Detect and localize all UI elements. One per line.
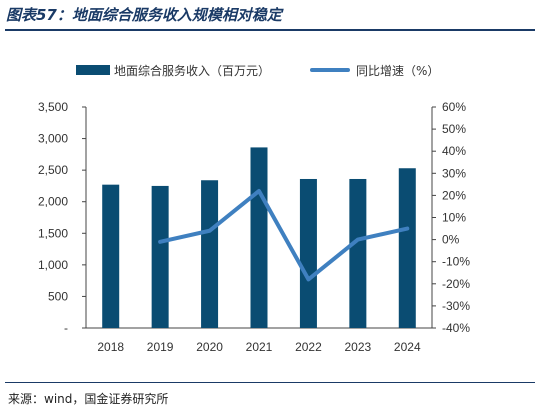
x-tick-label: 2019: [147, 340, 174, 354]
title-divider: [5, 29, 535, 31]
left-tick-label: -: [64, 321, 68, 335]
bar: [201, 180, 219, 328]
x-tick-label: 2021: [246, 340, 273, 354]
right-tick-label: 30%: [442, 166, 466, 180]
x-tick-label: 2024: [394, 340, 421, 354]
x-tick-label: 2018: [97, 340, 124, 354]
bar: [102, 184, 120, 328]
legend-bar-label: 地面综合服务收入（百万元）: [114, 64, 271, 78]
growth-line: [158, 188, 410, 282]
left-tick-label: 1,500: [38, 226, 68, 240]
x-tick-label: 2023: [345, 340, 372, 354]
right-tick-label: 0%: [442, 233, 460, 247]
left-tick-label: 2,500: [38, 163, 68, 177]
footer-divider: [5, 382, 535, 383]
right-tick-label: -20%: [442, 277, 470, 291]
bar: [299, 178, 317, 328]
legend: 地面综合服务收入（百万元） 同比增速（%）: [0, 62, 540, 78]
legend-line-swatch: [310, 68, 350, 72]
right-tick-label: -30%: [442, 299, 470, 313]
source-note: 来源：wind，国金证券研究所: [8, 392, 169, 406]
left-tick-label: 1,000: [38, 258, 68, 272]
right-tick-label: 10%: [442, 211, 466, 225]
legend-line-label: 同比增速（%）: [356, 64, 440, 78]
right-tick-label: -40%: [442, 321, 470, 335]
legend-bar-swatch: [76, 65, 110, 75]
bar: [250, 147, 268, 328]
bar: [151, 185, 169, 328]
right-tick-label: 20%: [442, 188, 466, 202]
right-tick-label: -10%: [442, 255, 470, 269]
bar: [398, 168, 416, 328]
left-tick-label: 3,500: [38, 100, 68, 114]
left-tick-label: 3,000: [38, 132, 68, 146]
left-tick-label: 2,000: [38, 195, 68, 209]
bar: [349, 178, 367, 328]
right-tick-label: 40%: [442, 144, 466, 158]
chart-title: 图表57：地面综合服务收入规模相对稳定: [6, 6, 282, 24]
x-tick-label: 2022: [295, 340, 322, 354]
x-tick-label: 2020: [196, 340, 223, 354]
left-tick-label: 500: [48, 289, 68, 303]
right-tick-label: 60%: [442, 100, 466, 114]
right-tick-label: 50%: [442, 122, 466, 136]
